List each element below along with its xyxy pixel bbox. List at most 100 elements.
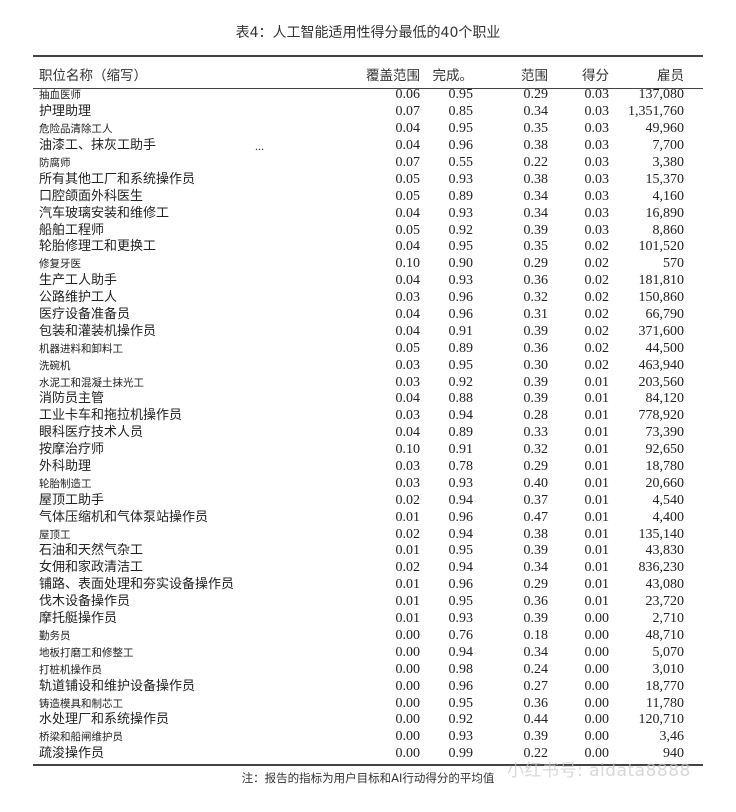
cell-scope: 0.36	[523, 594, 549, 610]
cell-employment: 43,830	[645, 543, 685, 559]
cell-coverage: 0.03	[395, 290, 421, 306]
top-rule	[33, 55, 703, 57]
cell-employment: 1,351,760	[628, 104, 684, 120]
table-row: 勤务员 0.00 0.76 0.18 0.00 48,710	[33, 628, 703, 645]
cell-score: 0.00	[584, 627, 610, 643]
cell-coverage: 0.02	[395, 526, 421, 542]
cell-completion: 0.92	[448, 222, 474, 238]
table-row: 生产工人助手 0.04 0.93 0.36 0.02 181,810	[33, 273, 703, 290]
table-row: 桥梁和船闸维护员 0.00 0.93 0.39 0.00 3,46	[33, 729, 703, 746]
cell-coverage: 0.03	[395, 357, 421, 373]
cell-score: 0.03	[584, 171, 610, 187]
table-row: 修复牙医 0.10 0.90 0.29 0.02 570	[33, 256, 703, 273]
cell-coverage: 0.07	[395, 155, 421, 170]
col-header-completion: 完成。	[432, 67, 474, 84]
cell-scope: 0.39	[523, 543, 549, 559]
cell-occupation: 眼科医疗技术人员	[39, 425, 144, 441]
table-row: 轨道铺设和维护设备操作员 0.00 0.96 0.27 0.00 18,770	[33, 678, 703, 695]
cell-scope: 0.38	[523, 138, 549, 154]
cell-scope: 0.30	[523, 357, 549, 373]
cell-completion: 0.91	[448, 323, 474, 339]
cell-occupation: 水泥工和混凝土抹光工	[39, 376, 144, 389]
cell-score: 0.02	[584, 357, 610, 373]
cell-coverage: 0.04	[395, 138, 421, 154]
cell-score: 0.01	[584, 425, 610, 441]
cell-employment: 44,500	[645, 340, 685, 356]
cell-score: 0.01	[584, 526, 610, 542]
cell-completion: 0.95	[448, 121, 474, 137]
cell-coverage: 0.04	[395, 239, 421, 255]
table-row: 公路维护工人 0.03 0.96 0.32 0.02 150,860	[33, 290, 703, 307]
cell-scope: 0.18	[523, 627, 549, 643]
cell-coverage: 0.04	[395, 391, 421, 407]
cell-coverage: 0.05	[395, 188, 421, 204]
cell-completion: 0.93	[448, 205, 474, 221]
table-title: 表4：人工智能适用性得分最低的40个职业	[235, 25, 501, 41]
cell-employment: 49,960	[645, 121, 685, 137]
cell-score: 0.03	[584, 155, 610, 170]
cell-occupation: 屋顶工	[39, 528, 71, 541]
cell-score: 0.00	[584, 661, 610, 677]
cell-scope: 0.29	[523, 577, 549, 593]
cell-coverage: 0.02	[395, 560, 421, 576]
cell-employment: 2,710	[652, 611, 685, 627]
cell-coverage: 0.04	[395, 323, 421, 339]
table-row: 消防员主管 0.04 0.88 0.39 0.01 84,120	[33, 391, 703, 408]
cell-score: 0.01	[584, 577, 610, 593]
cell-employment: 4,160	[652, 188, 685, 204]
cell-score: 0.02	[584, 323, 610, 339]
cell-score: 0.03	[584, 121, 610, 137]
cell-completion: 0.94	[448, 560, 474, 576]
cell-completion: 0.95	[448, 594, 474, 610]
cell-employment: 7,700	[652, 138, 685, 154]
cell-scope: 0.36	[523, 695, 549, 711]
cell-employment: 778,920	[638, 408, 685, 424]
cell-occupation: 防腐师	[39, 157, 71, 169]
cell-scope: 0.24	[523, 661, 549, 677]
col-header-scope: 范围	[521, 67, 548, 84]
cell-employment: 4,400	[652, 509, 685, 525]
cell-occupation: 打桩机操作员	[39, 663, 102, 676]
cell-coverage: 0.00	[395, 678, 421, 694]
cell-scope: 0.37	[523, 492, 549, 508]
cell-occupation: 女佣和家政清洁工	[39, 560, 144, 576]
col-header-coverage: 覆盖范围	[366, 67, 420, 84]
cell-occupation: 抽血医师	[39, 89, 81, 102]
cell-occupation: 轮胎修理工和更换工	[39, 239, 157, 255]
table-row: 屋顶工 0.02 0.94 0.38 0.01 135,140	[33, 526, 703, 543]
cell-completion: 0.78	[448, 459, 474, 475]
cell-scope: 0.34	[523, 188, 549, 204]
cell-completion: 0.94	[448, 408, 474, 424]
cell-employment: 18,780	[645, 459, 685, 475]
cell-occupation: 疏浚操作员	[39, 746, 105, 762]
cell-completion: 0.93	[448, 729, 474, 745]
cell-score: 0.03	[584, 104, 610, 120]
table-row: 油漆工、抹灰工助手... 0.04 0.96 0.38 0.03 7,700	[33, 138, 703, 155]
table-row: 口腔颌面外科医生 0.05 0.89 0.34 0.03 4,160	[33, 188, 703, 205]
cell-scope: 0.34	[523, 205, 549, 221]
cell-occupation: 口腔颌面外科医生	[39, 188, 144, 204]
cell-completion: 0.94	[448, 492, 474, 508]
table-row: 摩托艇操作员 0.01 0.93 0.39 0.00 2,710	[33, 611, 703, 628]
cell-coverage: 0.04	[395, 205, 421, 221]
table-row: 医疗设备准备员 0.04 0.96 0.31 0.02 66,790	[33, 307, 703, 324]
cell-scope: 0.36	[523, 273, 549, 289]
table-row: 危险品清除工人 0.04 0.95 0.35 0.03 49,960	[33, 121, 703, 138]
cell-completion: 0.93	[448, 171, 474, 187]
cell-coverage: 0.05	[395, 222, 421, 238]
cell-coverage: 0.03	[395, 408, 421, 424]
cell-employment: 150,860	[638, 290, 685, 306]
cell-employment: 11,780	[646, 695, 684, 711]
cell-employment: 73,390	[645, 425, 685, 441]
cell-completion: 0.85	[448, 104, 474, 120]
cell-score: 0.01	[584, 459, 610, 475]
cell-score: 0.01	[584, 391, 610, 407]
cell-completion: 0.55	[448, 155, 474, 170]
cell-employment: 181,810	[638, 273, 685, 289]
cell-score: 0.02	[584, 307, 610, 323]
cell-scope: 0.39	[523, 374, 549, 390]
cell-occupation: 公路维护工人	[39, 290, 118, 306]
cell-scope: 0.44	[523, 712, 549, 728]
cell-scope: 0.29	[523, 256, 549, 272]
cell-employment: 48,710	[645, 627, 685, 643]
